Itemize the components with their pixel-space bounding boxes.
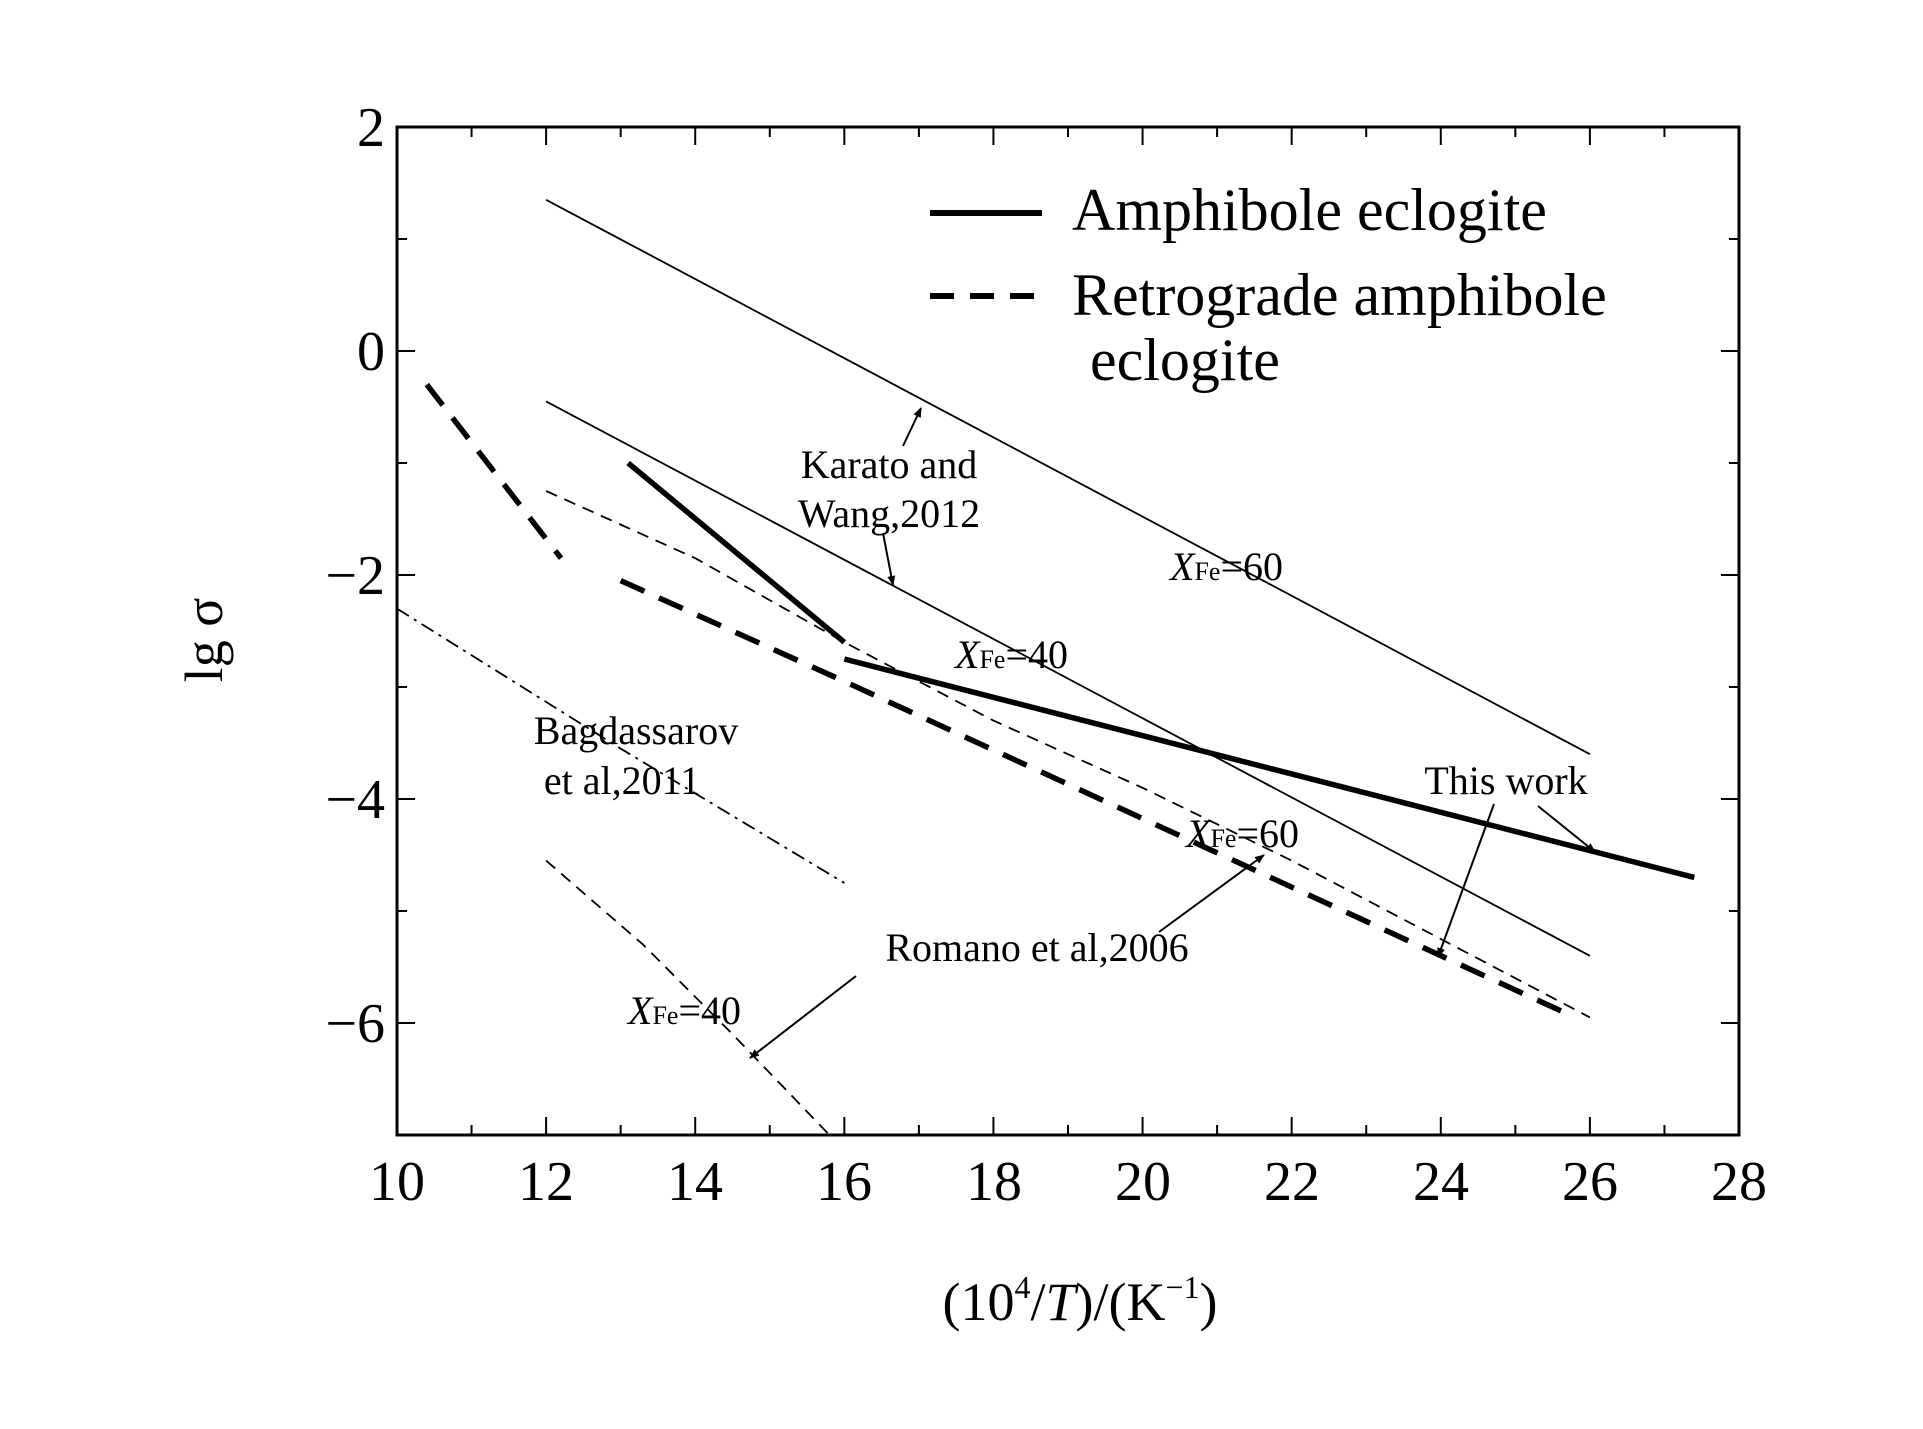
- ticks: [396, 126, 1740, 1136]
- y-tick-label: −2: [325, 545, 385, 607]
- annotation-romano: Romano et al,2006: [885, 925, 1188, 970]
- annotation-romano-xfe40: XFe=40: [626, 988, 741, 1033]
- x-tick-label: 28: [1711, 1151, 1767, 1213]
- y-tick-labels: 2 0 −2 −4 −6: [325, 97, 385, 1055]
- x-tick-label: 16: [816, 1151, 872, 1213]
- y-tick-label: −4: [325, 769, 385, 831]
- series-line-8: [396, 607, 845, 884]
- x-tick-label: 18: [966, 1151, 1022, 1213]
- x-tick-label: 24: [1413, 1151, 1469, 1213]
- y-tick-label: 2: [357, 97, 385, 159]
- annotation-karato-xfe60: XFe=60: [1168, 544, 1283, 589]
- annotation-bagdassarov-year: et al,2011: [544, 758, 700, 803]
- annotation-this-work: This work: [1424, 758, 1587, 803]
- legend-label-retrograde-2: eclogite: [1090, 327, 1280, 393]
- annotations: Karato and Wang,2012 XFe=60 XFe=40 Bagda…: [534, 442, 1588, 1033]
- legend-label-amphibole: Amphibole eclogite: [1072, 177, 1547, 243]
- series-line-5: [545, 400, 1591, 957]
- x-tick-label: 26: [1562, 1151, 1618, 1213]
- series-line-3: [619, 578, 1577, 1020]
- annotation-arrow: [882, 532, 896, 586]
- annotation-arrow: [1537, 805, 1596, 853]
- annotation-bagdassarov: Bagdassarov: [534, 708, 738, 753]
- series-line-1: [843, 656, 1695, 881]
- series: [396, 199, 1695, 1136]
- annotation-karato: Karato and: [801, 442, 978, 487]
- x-tick-label: 22: [1264, 1151, 1320, 1213]
- y-tick-label: −6: [325, 993, 385, 1055]
- annotation-arrow: [749, 975, 857, 1059]
- x-tick-label: 20: [1115, 1151, 1171, 1213]
- x-tick-label: 12: [518, 1151, 574, 1213]
- annotation-arrow: [902, 407, 922, 447]
- annotation-arrow: [1437, 803, 1495, 958]
- x-axis-title: (104/T)/(K−1): [942, 1269, 1217, 1332]
- x-tick-label: 14: [667, 1151, 723, 1213]
- x-tick-labels: 10 12 14 16 18 20 22 24 26 28: [369, 1151, 1767, 1213]
- annotation-arrow: [1158, 854, 1265, 933]
- legend-label-retrograde: Retrograde amphibole: [1072, 262, 1607, 328]
- annotation-karato-xfe40: XFe=40: [953, 632, 1068, 677]
- series-line-0: [626, 460, 847, 645]
- annotation-romano-xfe60: XFe=60: [1184, 811, 1299, 856]
- annotation-karato-year: Wang,2012: [798, 491, 980, 536]
- legend: Amphibole eclogite Retrograde amphibole …: [930, 177, 1607, 393]
- annotation-arrows: [749, 407, 1596, 1059]
- y-tick-label: 0: [357, 321, 385, 383]
- series-line-6: [545, 490, 1591, 1019]
- series-line-2: [424, 382, 564, 560]
- y-axis-title: lg σ: [174, 598, 234, 683]
- series-line-4: [545, 199, 1591, 755]
- x-tick-label: 10: [369, 1151, 425, 1213]
- series-line-7: [545, 859, 831, 1136]
